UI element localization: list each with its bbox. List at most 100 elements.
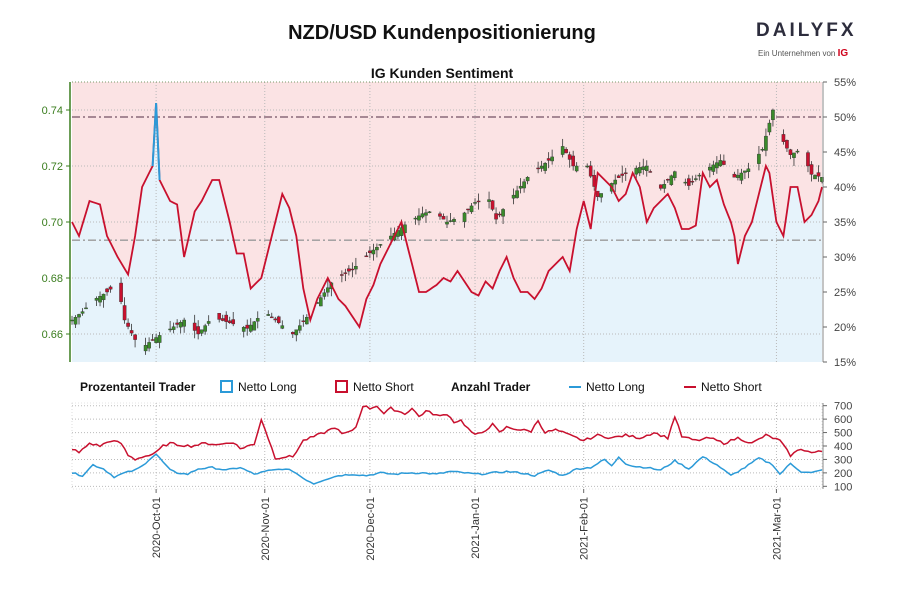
legend-count-short: Netto Short bbox=[684, 380, 762, 394]
candle-up bbox=[795, 150, 800, 153]
candle-down bbox=[192, 322, 197, 331]
candle-up bbox=[203, 325, 207, 332]
candle-up bbox=[525, 176, 530, 182]
percent-tick-label: 30% bbox=[834, 252, 856, 264]
candle-up bbox=[792, 152, 796, 158]
candle-down bbox=[476, 200, 481, 203]
candle-up bbox=[813, 175, 817, 180]
count-tick-label: 700 bbox=[834, 401, 852, 413]
candle-down bbox=[571, 155, 575, 167]
candle-up bbox=[599, 193, 604, 198]
candle-up bbox=[266, 314, 271, 316]
net-long-percent-line bbox=[71, 102, 823, 330]
candle-down bbox=[441, 216, 446, 220]
candle-up bbox=[171, 326, 176, 330]
candle-up bbox=[820, 176, 824, 182]
candle-down bbox=[620, 173, 625, 176]
candle-up bbox=[182, 319, 186, 327]
percent-tick-label: 35% bbox=[834, 217, 856, 229]
candle-down bbox=[466, 208, 470, 211]
candle-down bbox=[245, 324, 250, 329]
candle-down bbox=[592, 175, 596, 187]
candle-up bbox=[147, 342, 151, 349]
dailyfx-logo: DAILYFX Ein Unternehmen von IG bbox=[756, 20, 876, 64]
legend-long-dash bbox=[569, 386, 581, 388]
candle-up bbox=[157, 335, 162, 343]
candle-down bbox=[623, 172, 628, 174]
count-tick-label: 300 bbox=[834, 454, 852, 466]
candle-up bbox=[354, 266, 358, 270]
candle-down bbox=[658, 184, 663, 189]
top-panel-background bbox=[72, 82, 822, 362]
candle-up bbox=[543, 162, 547, 171]
candle-down bbox=[129, 330, 134, 334]
legend-pct-long: Netto Long bbox=[220, 380, 297, 394]
candle-down bbox=[494, 213, 498, 220]
date-tick-label: 2020-Oct-01 bbox=[151, 497, 163, 558]
date-tick-label: 2021-Mar-01 bbox=[771, 497, 783, 560]
candle-down bbox=[785, 140, 789, 149]
candle-down bbox=[269, 316, 274, 319]
candle-down bbox=[196, 326, 200, 335]
date-tick-label: 2021-Jan-01 bbox=[470, 497, 482, 559]
candle-down bbox=[788, 149, 793, 155]
candle-up bbox=[760, 148, 765, 151]
chart-legend: Prozentanteil Trader Netto Long Netto Sh… bbox=[80, 380, 840, 396]
candle-down bbox=[350, 268, 355, 271]
candle-up bbox=[94, 298, 99, 301]
count-tick-label: 500 bbox=[834, 428, 852, 440]
candle-down bbox=[687, 178, 691, 186]
candle-up bbox=[77, 314, 81, 318]
count-tick-label: 200 bbox=[834, 468, 852, 480]
candle-up bbox=[739, 172, 744, 181]
percent-tick-label: 55% bbox=[834, 77, 856, 89]
candle-up bbox=[637, 167, 642, 174]
candle-up bbox=[420, 213, 425, 218]
candle-up bbox=[550, 156, 554, 162]
logo-tagline: Ein Unternehmen von IG bbox=[758, 48, 849, 59]
candle-up bbox=[413, 217, 418, 220]
chart-title: NZD/USD Kundenpositionierung bbox=[288, 22, 596, 44]
candle-up bbox=[501, 209, 505, 217]
candle-up bbox=[669, 175, 674, 185]
date-tick-label: 2020-Nov-01 bbox=[260, 497, 272, 561]
candle-down bbox=[536, 167, 540, 170]
candle-down bbox=[806, 152, 810, 167]
candle-down bbox=[732, 173, 737, 178]
candle-down bbox=[722, 160, 726, 165]
candle-down bbox=[648, 171, 653, 173]
candle-down bbox=[497, 213, 502, 216]
percent-tick-label: 40% bbox=[834, 182, 856, 194]
count-tick-label: 600 bbox=[834, 414, 852, 426]
candle-down bbox=[809, 164, 814, 175]
percent-tick-label: 15% bbox=[834, 357, 856, 369]
candle-down bbox=[220, 318, 225, 321]
candle-up bbox=[427, 211, 432, 213]
candle-up bbox=[515, 190, 519, 198]
price-tick-label: 0.68 bbox=[42, 273, 63, 285]
candle-up bbox=[487, 199, 491, 202]
candle-down bbox=[276, 316, 281, 324]
reference-lines bbox=[72, 116, 822, 241]
candle-up bbox=[767, 122, 772, 133]
logo-word: DAILYFX bbox=[756, 20, 857, 41]
candle-up bbox=[199, 329, 204, 334]
net-long-percent-series bbox=[71, 102, 823, 330]
candle-up bbox=[757, 153, 761, 164]
date-tick-label: 2020-Dec-01 bbox=[365, 497, 377, 561]
legend-pct-short: Netto Short bbox=[335, 380, 414, 394]
candle-down bbox=[227, 320, 232, 324]
net-long-count-series bbox=[71, 453, 823, 485]
candle-down bbox=[224, 314, 229, 322]
candle-down bbox=[273, 318, 278, 321]
candle-down bbox=[595, 190, 600, 197]
price-tick-label: 0.74 bbox=[42, 105, 63, 117]
candle-up bbox=[746, 168, 751, 172]
candle-up bbox=[252, 321, 257, 331]
net-short-count-series bbox=[71, 405, 823, 461]
candle-down bbox=[490, 200, 495, 210]
candle-down bbox=[816, 172, 821, 177]
candle-up bbox=[178, 322, 183, 328]
candle-up bbox=[143, 345, 148, 352]
candle-up bbox=[697, 174, 702, 177]
